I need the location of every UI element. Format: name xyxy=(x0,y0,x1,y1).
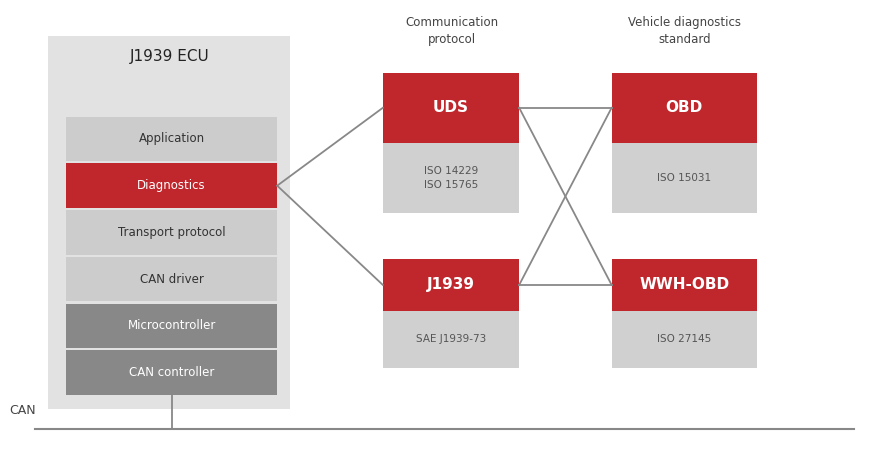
Text: OBD: OBD xyxy=(665,100,703,115)
FancyBboxPatch shape xyxy=(383,311,519,368)
FancyBboxPatch shape xyxy=(612,311,757,368)
Text: SAE J1939-73: SAE J1939-73 xyxy=(416,334,486,345)
Text: CAN controller: CAN controller xyxy=(128,366,215,379)
Text: Communication
protocol: Communication protocol xyxy=(405,16,498,46)
Text: ISO 27145: ISO 27145 xyxy=(657,334,711,345)
Text: Microcontroller: Microcontroller xyxy=(128,320,216,332)
Text: UDS: UDS xyxy=(433,100,469,115)
Text: Application: Application xyxy=(138,133,205,145)
Text: WWH-OBD: WWH-OBD xyxy=(639,277,730,292)
FancyBboxPatch shape xyxy=(66,163,277,208)
FancyBboxPatch shape xyxy=(612,73,757,143)
Text: CAN driver: CAN driver xyxy=(140,273,203,286)
Text: ISO 14229
ISO 15765: ISO 14229 ISO 15765 xyxy=(424,166,478,190)
Text: J1939: J1939 xyxy=(427,277,475,292)
Text: J1939 ECU: J1939 ECU xyxy=(129,49,209,64)
FancyBboxPatch shape xyxy=(66,257,277,301)
FancyBboxPatch shape xyxy=(383,73,519,143)
FancyBboxPatch shape xyxy=(66,117,277,161)
FancyBboxPatch shape xyxy=(612,259,757,311)
Text: Vehicle diagnostics
standard: Vehicle diagnostics standard xyxy=(628,16,741,46)
Text: Diagnostics: Diagnostics xyxy=(137,179,206,192)
FancyBboxPatch shape xyxy=(48,36,290,409)
Text: ISO 15031: ISO 15031 xyxy=(657,173,711,183)
FancyBboxPatch shape xyxy=(383,143,519,213)
FancyBboxPatch shape xyxy=(66,350,277,395)
FancyBboxPatch shape xyxy=(66,210,277,255)
Text: Transport protocol: Transport protocol xyxy=(118,226,225,239)
FancyBboxPatch shape xyxy=(66,304,277,348)
Text: CAN: CAN xyxy=(9,405,35,417)
FancyBboxPatch shape xyxy=(383,259,519,311)
FancyBboxPatch shape xyxy=(612,143,757,213)
